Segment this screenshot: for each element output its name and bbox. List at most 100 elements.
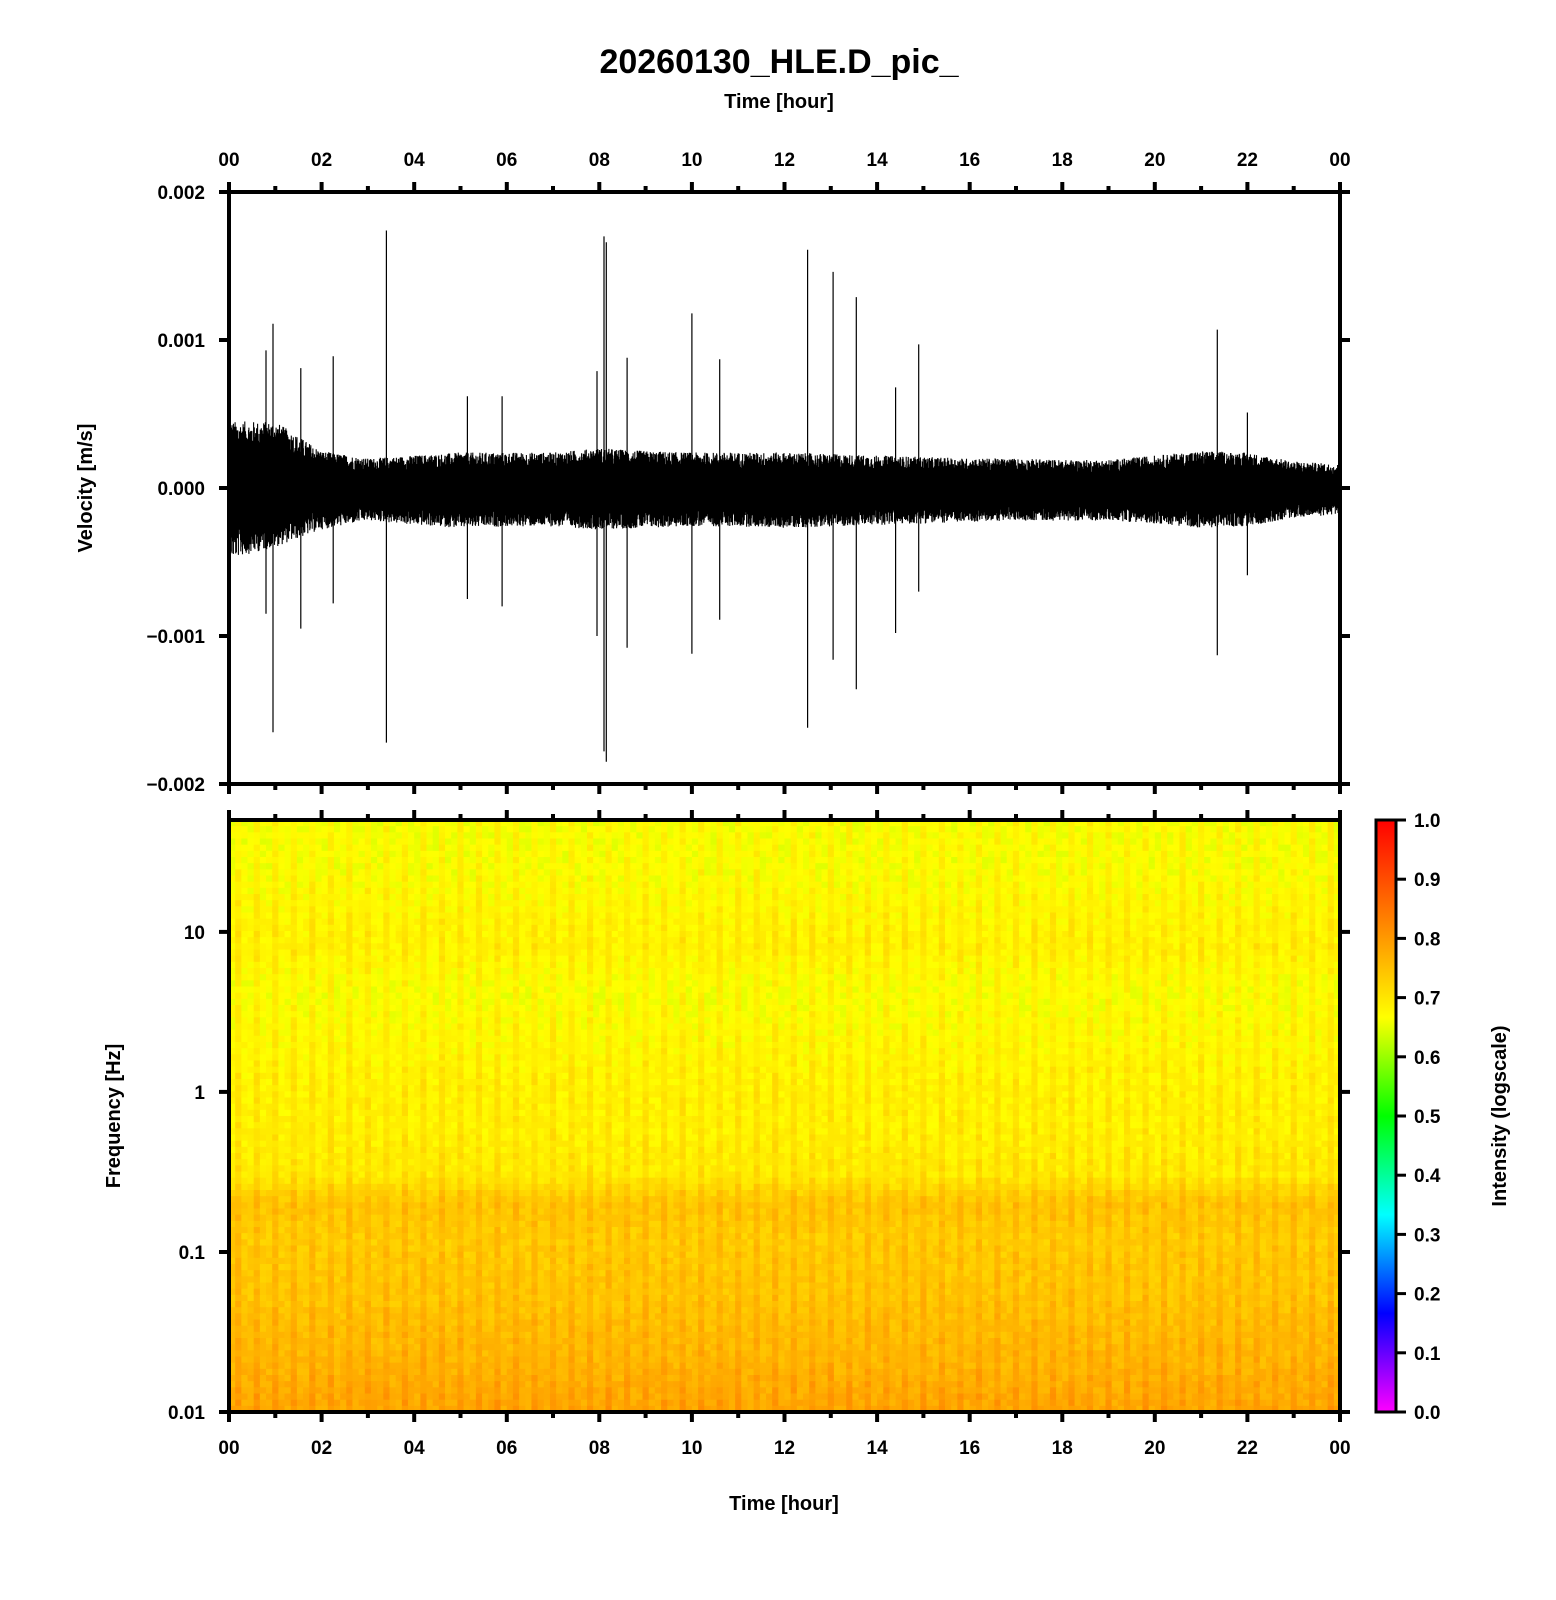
- spectrogram-cell: [809, 863, 816, 870]
- spectrogram-cell: [438, 826, 446, 833]
- spectrogram-cell: [673, 968, 681, 975]
- spectrogram-cell: [426, 912, 434, 920]
- spectrogram-cell: [457, 881, 465, 889]
- spectrogram-cell: [580, 850, 588, 858]
- spectrogram-cell: [377, 826, 384, 833]
- spectrogram-cell: [1315, 875, 1323, 883]
- spectrogram-cell: [840, 850, 847, 858]
- spectrogram-cell: [377, 980, 384, 988]
- spectrogram-cell: [877, 968, 884, 975]
- spectrogram-cell: [580, 881, 588, 889]
- spectrogram-cell: [1210, 906, 1218, 914]
- spectrogram-cell: [303, 912, 310, 920]
- spectrogram-cell: [1130, 881, 1137, 889]
- spectrogram-cell: [586, 955, 594, 963]
- spectrogram-cell: [982, 820, 989, 827]
- spectrogram-cell: [352, 937, 360, 944]
- spectrogram-cell: [864, 918, 872, 926]
- spectrogram-cell: [315, 857, 323, 864]
- spectrogram-cell: [895, 900, 903, 907]
- spectrogram-cell: [1222, 974, 1230, 981]
- spectrogram-cell: [605, 838, 613, 846]
- spectrogram-cell: [358, 918, 366, 926]
- spectrogram-cell: [1086, 838, 1094, 846]
- spectrogram-cell: [358, 906, 366, 914]
- spectrogram-cell: [321, 906, 329, 914]
- spectrogram-cell: [827, 906, 835, 914]
- spectrogram-cell: [691, 900, 699, 907]
- spectrogram-cell: [870, 863, 878, 870]
- spectrogram-cell: [858, 844, 866, 852]
- spectrogram-cell: [1123, 949, 1131, 957]
- spectrogram-cell: [654, 912, 662, 920]
- spectrogram-cell: [624, 918, 631, 926]
- spectrogram-cell: [784, 857, 792, 864]
- spectrogram-cell: [809, 894, 816, 901]
- spectrogram-cell: [580, 857, 588, 864]
- spectrogram-cell: [1198, 906, 1205, 914]
- spectrogram-cell: [1123, 955, 1131, 963]
- spectrogram-cell: [728, 949, 736, 957]
- spectrogram-cell: [809, 949, 816, 957]
- spectrogram-cell: [864, 844, 872, 852]
- spectrogram-cell: [864, 875, 872, 883]
- spectrogram-cell: [506, 850, 514, 858]
- spectrogram-cell: [1123, 820, 1131, 827]
- spectrogram-cell: [710, 968, 718, 975]
- spectrogram-cell: [1302, 906, 1310, 914]
- spectrogram-cell: [1210, 875, 1218, 883]
- spectrogram-cell: [1117, 955, 1125, 963]
- spectrogram-cell: [1062, 850, 1070, 858]
- spectrogram-cell: [506, 838, 514, 846]
- spectrogram-cell: [605, 881, 613, 889]
- spectrogram-cell: [229, 949, 236, 957]
- spectrogram-cell: [969, 961, 977, 969]
- spectrogram-cell: [969, 937, 977, 944]
- spectrogram-cell: [1179, 844, 1187, 852]
- spectrogram-cell: [889, 937, 897, 944]
- spectrogram-cell: [803, 931, 810, 938]
- spectrogram-cell: [303, 943, 310, 951]
- spectrogram-cell: [259, 931, 267, 938]
- spectrogram-cell: [296, 912, 304, 920]
- spectrogram-cell: [1315, 931, 1323, 938]
- spectrogram-cell: [1049, 980, 1057, 988]
- spectrogram-cell: [914, 869, 921, 877]
- spectrogram-cell: [296, 955, 304, 963]
- spectrogram-cell: [951, 844, 958, 852]
- spectrogram-cell: [926, 961, 934, 969]
- spectrogram-cell: [1043, 924, 1051, 932]
- spectrogram-cell: [784, 869, 792, 877]
- spectrogram-cell: [574, 931, 582, 938]
- spectrogram-cell: [247, 974, 255, 981]
- spectrogram-cell: [1043, 863, 1051, 870]
- spectrogram-cell: [790, 974, 798, 981]
- spectrogram-cell: [1074, 887, 1082, 895]
- spectrogram-cell: [278, 894, 286, 901]
- spectrogram-cell: [1062, 863, 1070, 870]
- spectrogram-cell: [654, 918, 662, 926]
- spectrogram-cell: [549, 887, 557, 895]
- spectrogram-cell: [315, 844, 323, 852]
- spectrogram-cell: [821, 881, 829, 889]
- spectrogram-cell: [877, 850, 884, 858]
- spectrogram-cell: [1031, 980, 1039, 988]
- spectrogram-cell: [1117, 863, 1125, 870]
- spectrogram-cell: [482, 924, 489, 932]
- spectrogram-cell: [920, 906, 928, 914]
- spectrogram-cell: [352, 980, 360, 988]
- figure-title: 20260130_HLE.D_pic_: [599, 43, 959, 81]
- spectrogram-cell: [1290, 857, 1298, 864]
- spectrogram-cell: [938, 832, 946, 840]
- spectrogram-cell: [303, 961, 310, 969]
- spectrogram-cell: [1235, 844, 1242, 852]
- spectrogram-cell: [1265, 949, 1273, 957]
- spectrogram-cell: [1080, 863, 1088, 870]
- spectrogram-cell: [796, 918, 804, 926]
- spectrogram-cell: [352, 906, 360, 914]
- spectrogram-cell: [642, 887, 650, 895]
- spectrogram-cell: [1198, 881, 1205, 889]
- spectrogram-cell: [944, 869, 952, 877]
- spectrogram-cell: [1278, 931, 1286, 938]
- spectrogram-cell: [451, 832, 458, 840]
